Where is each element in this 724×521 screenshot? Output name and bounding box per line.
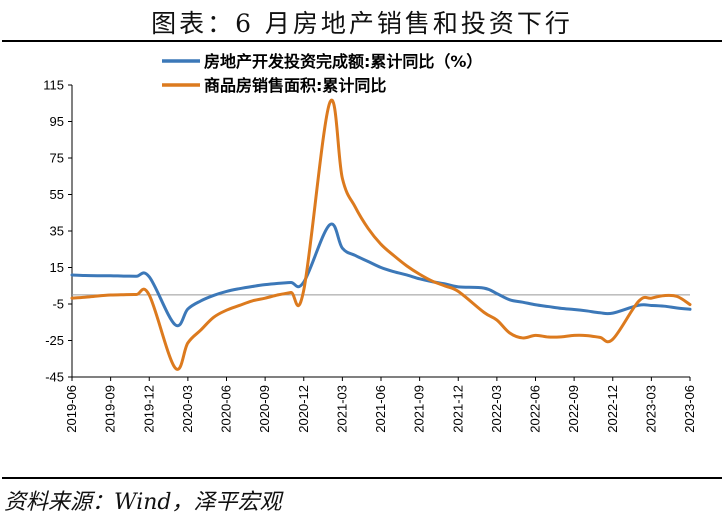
top-rule [2, 40, 722, 42]
x-tick-label: 2021-03 [334, 385, 349, 433]
x-tick-label: 2021-09 [412, 385, 427, 433]
y-tick-label: -45 [45, 370, 64, 385]
bottom-rule [2, 477, 722, 479]
y-tick-label: 35 [50, 224, 64, 239]
source-note: 资料来源：Wind，泽平宏观 [4, 490, 282, 515]
y-tick-label: 15 [50, 260, 64, 275]
investment-series-line [70, 222, 692, 328]
x-tick-label: 2022-12 [605, 385, 620, 433]
legend-label-investment: 房地产开发投资完成额:累计同比（%） [204, 52, 482, 71]
x-tick-label: 2019-06 [64, 385, 79, 433]
x-tick-label: 2022-06 [528, 385, 543, 433]
y-tick-label: -25 [45, 333, 64, 348]
x-tick-label: 2020-03 [180, 385, 195, 433]
y-tick-label: 95 [50, 114, 64, 129]
x-tick-label: 2020-06 [219, 385, 234, 433]
y-tick-label: -5 [52, 297, 64, 312]
x-tick-label: 2023-06 [682, 385, 697, 433]
series-layer [70, 98, 692, 371]
y-tick-label: 115 [43, 78, 64, 93]
sales-series-line [70, 98, 692, 371]
x-tick-label: 2021-06 [373, 385, 388, 433]
chart-title: 图表：6 月房地产销售和投资下行 [151, 9, 573, 38]
x-tick-label: 2022-03 [489, 385, 504, 433]
x-tick-label: 2022-09 [566, 385, 581, 433]
x-tick-label: 2020-09 [257, 385, 272, 433]
legend-label-sales: 商品房销售面积:累计同比 [204, 76, 386, 95]
x-tick-label: 2020-12 [296, 385, 311, 433]
y-tick-label: 55 [50, 187, 64, 202]
x-tick-label: 2021-12 [450, 385, 465, 433]
legend: 房地产开发投资完成额:累计同比（%） 商品房销售面积:累计同比 [162, 52, 482, 95]
y-tick-label: 75 [50, 151, 64, 166]
x-tick-label: 2019-12 [141, 385, 156, 433]
axes: -45 -25 -5 15 35 55 75 95 115 2019-06 2019-09 2019-… [43, 78, 697, 433]
x-tick-label: 2019-09 [103, 385, 118, 433]
x-tick-label: 2023-03 [643, 385, 658, 433]
